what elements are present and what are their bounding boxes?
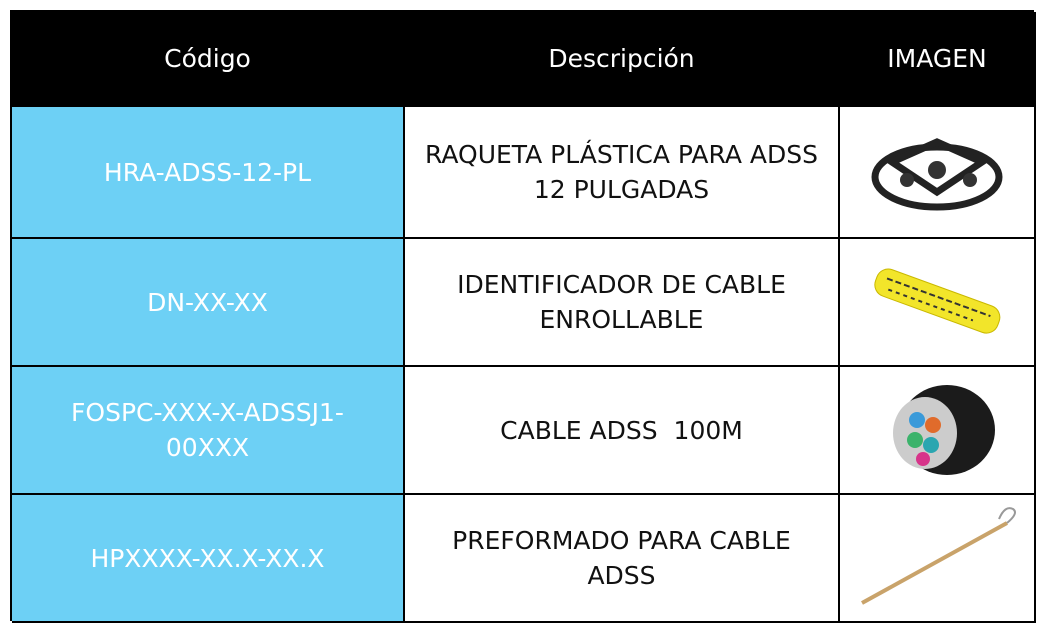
header-cell: Código xyxy=(12,12,405,107)
code-cell: DN-XX-XX xyxy=(12,239,405,367)
code-cell: FOSPC-XXX-X-ADSSJ1-00XXX xyxy=(12,367,405,495)
product-image xyxy=(840,107,1036,239)
description-cell: CABLE ADSS 100M xyxy=(405,367,840,495)
product-table: Código Descripción IMAGEN HRA-ADSS-12-PL RAQ… xyxy=(10,10,1036,623)
code-cell: HRA-ADSS-12-PL xyxy=(12,107,405,239)
header-cell: Descripción xyxy=(405,12,840,107)
description-cell: PREFORMADO PARA CABLE ADSS xyxy=(405,495,840,623)
code-cell: HPXXXX-XX.X-XX.X xyxy=(12,495,405,623)
product-image xyxy=(840,367,1036,495)
header-cell: IMAGEN xyxy=(840,12,1036,107)
product-image xyxy=(840,495,1036,623)
product-image xyxy=(840,239,1036,367)
description-cell: IDENTIFICADOR DE CABLE ENROLLABLE xyxy=(405,239,840,367)
description-cell: RAQUETA PLÁSTICA PARA ADSS 12 PULGADAS xyxy=(405,107,840,239)
